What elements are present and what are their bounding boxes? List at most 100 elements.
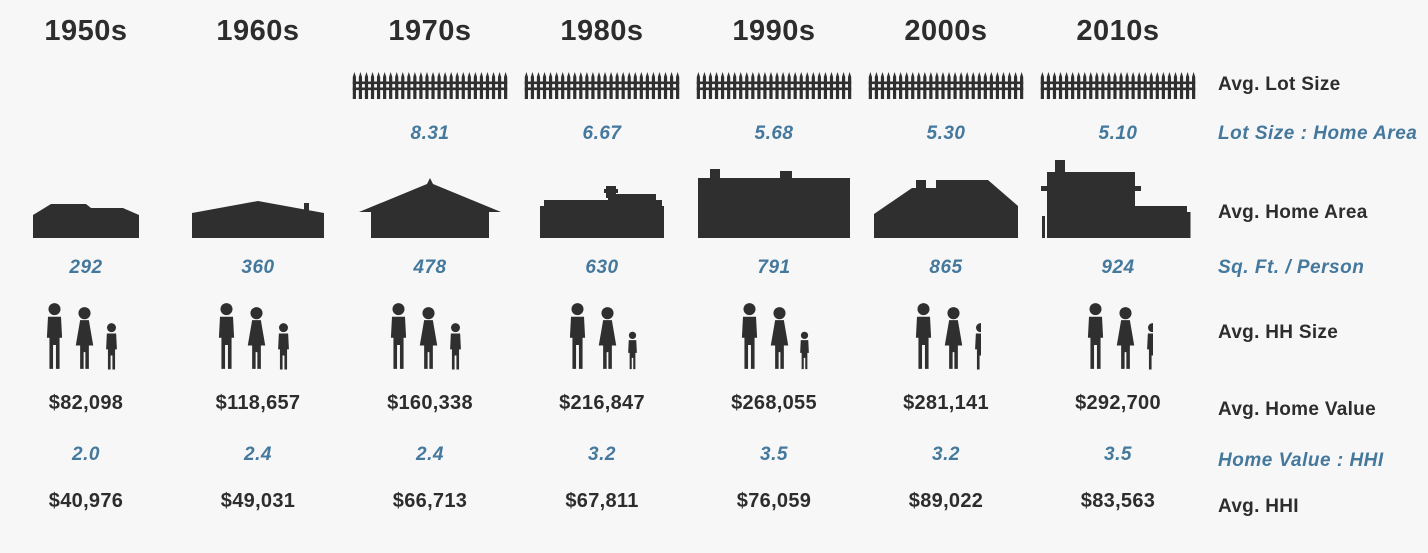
- hhi-value: $76,059: [736, 489, 812, 512]
- home-value: $292,700: [1075, 392, 1161, 414]
- value-hhi-ratio: 3.5: [1104, 443, 1132, 465]
- row-labels: Avg. Lot Size Lot Size : Home Area Avg. …: [1204, 0, 1428, 553]
- fence-cell: [695, 62, 853, 108]
- woman-icon: [72, 307, 97, 371]
- decade-header: 2000s: [904, 14, 988, 47]
- picket-fence-icon: [1039, 70, 1197, 100]
- value-hhi-ratio: 2.4: [244, 443, 272, 465]
- fence-cell: [351, 62, 509, 108]
- house-silhouette-icon: [536, 182, 668, 238]
- decade-column: 2000s 5.30 865 $281,141 3.2 $89,022: [860, 0, 1032, 553]
- decade-column: 1970s 8.31 478 $160,338 2.4 $66,713: [344, 0, 516, 553]
- value-hhi-ratio: 2.0: [72, 443, 100, 465]
- picket-fence-icon: [867, 70, 1025, 100]
- man-icon: [911, 303, 936, 371]
- house-cell: [536, 160, 668, 240]
- label-sqft-per-person: Sq. Ft. / Person: [1218, 256, 1365, 278]
- sqft-per-person-value: 924: [1101, 256, 1135, 278]
- partial-child-icon: [971, 323, 981, 371]
- label-avg-lot-size: Avg. Lot Size: [1218, 74, 1341, 95]
- family-icons: [911, 295, 981, 375]
- man-icon: [42, 303, 67, 371]
- house-cell: [192, 160, 324, 240]
- label-avg-hhi: Avg. HHI: [1218, 496, 1299, 517]
- house-cell: [694, 160, 854, 240]
- lot-ratio-value: 5.68: [754, 123, 794, 144]
- man-icon: [565, 303, 590, 371]
- family-icons: [214, 295, 302, 375]
- partial-child-icon: [126, 323, 130, 371]
- woman-icon: [1113, 307, 1138, 371]
- woman-icon: [941, 307, 966, 371]
- hhi-value: $49,031: [220, 489, 296, 512]
- partial-child-icon: [298, 323, 302, 371]
- sqft-per-person-value: 791: [757, 256, 791, 278]
- sqft-per-person-value: 865: [929, 256, 963, 278]
- lot-ratio-value: 6.67: [582, 123, 622, 144]
- family-icons: [1083, 295, 1153, 375]
- value-hhi-ratio: 3.5: [760, 443, 788, 465]
- house-cell: [872, 160, 1020, 240]
- man-icon: [1083, 303, 1108, 371]
- man-icon: [737, 303, 762, 371]
- decade-header: 1960s: [216, 14, 300, 47]
- house-silhouette-icon: [1039, 160, 1197, 238]
- fence-cell: [867, 62, 1025, 108]
- home-value: $160,338: [387, 392, 473, 414]
- lot-ratio-value: 5.10: [1098, 123, 1138, 144]
- decade-header: 1970s: [388, 14, 472, 47]
- decade-column: 1990s 5.68 791 $268,055 3.5 $76,059: [688, 0, 860, 553]
- house-silhouette-icon: [694, 164, 854, 238]
- picket-fence-icon: [351, 70, 509, 100]
- decade-column: 1950s 292 $82,098 2.0 $40,976: [0, 0, 172, 553]
- decade-column: 2010s 5.10 924 $292,700 3.5 $83,563: [1032, 0, 1204, 553]
- home-value: $268,055: [731, 392, 817, 414]
- fence-cell: [1039, 62, 1197, 108]
- lot-ratio-value: 8.31: [410, 123, 450, 144]
- man-icon: [214, 303, 239, 371]
- decade-header: 1950s: [44, 14, 128, 47]
- house-silhouette-icon: [872, 172, 1020, 238]
- home-value: $216,847: [559, 392, 645, 414]
- value-hhi-ratio: 2.4: [416, 443, 444, 465]
- picket-fence-icon: [523, 70, 681, 100]
- man-icon: [386, 303, 411, 371]
- label-home-value-hhi: Home Value : HHI: [1218, 449, 1384, 471]
- decade-columns: 1950s 292 $82,098 2.0 $40,976 1960s 360 …: [0, 0, 1204, 553]
- hhi-value: $67,811: [565, 489, 639, 512]
- house-silhouette-icon: [31, 194, 141, 238]
- hhi-value: $40,976: [48, 489, 124, 512]
- family-icons: [42, 295, 130, 375]
- family-icons: [737, 295, 812, 375]
- label-avg-home-area: Avg. Home Area: [1218, 202, 1368, 223]
- label-avg-hh-size: Avg. HH Size: [1218, 322, 1339, 343]
- lot-ratio-value: 5.30: [926, 123, 966, 144]
- house-cell: [359, 160, 501, 240]
- partial-child-icon: [1143, 323, 1153, 371]
- family-icons: [565, 295, 640, 375]
- house-cell: [1039, 160, 1197, 240]
- house-silhouette-icon: [192, 196, 324, 238]
- decade-column: 1960s 360 $118,657 2.4 $49,031: [172, 0, 344, 553]
- decade-header: 1990s: [732, 14, 816, 47]
- hhi-value: $89,022: [908, 489, 984, 512]
- fence-cell: [523, 62, 681, 108]
- woman-icon: [595, 307, 620, 371]
- decade-header: 1980s: [560, 14, 644, 47]
- home-value: $118,657: [215, 392, 301, 414]
- home-value: $82,098: [48, 392, 124, 414]
- sqft-per-person-value: 478: [413, 256, 447, 278]
- hhi-value: $83,563: [1080, 489, 1156, 512]
- woman-icon: [416, 307, 441, 371]
- value-hhi-ratio: 3.2: [588, 443, 616, 465]
- house-cell: [31, 160, 141, 240]
- decade-column: 1980s 6.67 630 $216,847 3.2 $67,811: [516, 0, 688, 553]
- value-hhi-ratio: 3.2: [932, 443, 960, 465]
- picket-fence-icon: [695, 70, 853, 100]
- house-silhouette-icon: [359, 178, 501, 238]
- woman-icon: [767, 307, 792, 371]
- sqft-per-person-value: 630: [585, 256, 619, 278]
- family-icons: [386, 295, 474, 375]
- label-lot-size-ratio: Lot Size : Home Area: [1218, 123, 1418, 144]
